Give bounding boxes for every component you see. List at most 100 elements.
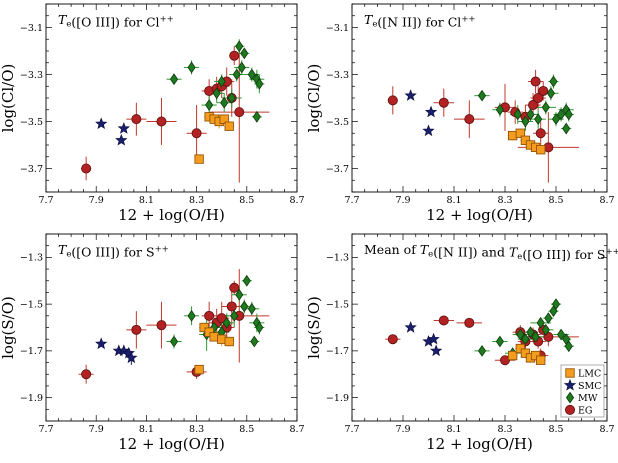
x-tick-label: 8.3	[189, 424, 204, 435]
x-tick-label: 8.5	[239, 195, 254, 206]
x-tick-label: 8.3	[189, 195, 204, 206]
data-point-eg	[204, 310, 215, 321]
data-point-mw	[557, 108, 566, 121]
x-axis-label: 12 + log(O/H)	[426, 435, 533, 453]
data-point-mw	[562, 122, 571, 135]
data-point-mw	[495, 103, 504, 116]
y-tick-label: −1.3	[20, 253, 43, 264]
data-point-lmc	[507, 350, 518, 361]
chart-panel-2: 7.7 7.9 8.1 8.3 8.5 8.7 −3.7 −3.5 −3.3 −3.1 12 + l…	[305, 3, 615, 224]
y-tick-label: −1.9	[326, 393, 349, 404]
data-point-eg	[499, 355, 510, 366]
data-point-mw	[187, 309, 196, 322]
data-point-mw	[557, 328, 566, 341]
y-tick-label: −3.1	[20, 23, 43, 34]
data-point-mw	[526, 326, 535, 339]
data-point-eg	[226, 301, 237, 312]
x-tick-label: 7.7	[344, 424, 359, 435]
data-point-mw	[240, 47, 249, 60]
data-point-mw	[513, 108, 522, 121]
data-point-eg	[131, 324, 142, 335]
data-point-mw	[477, 89, 487, 102]
x-tick-label: 7.9	[89, 424, 104, 435]
data-point-mw	[220, 96, 229, 109]
legend-label-mw: MW	[578, 393, 598, 404]
y-tick-label: −3.7	[326, 164, 349, 175]
data-point-mw	[235, 40, 244, 53]
data-point-mw	[526, 108, 535, 121]
x-tick-label: 8.7	[289, 195, 304, 206]
y-tick-label: −1.5	[326, 299, 349, 310]
x-tick-label: 8.3	[497, 424, 512, 435]
y-tick-label: −1.7	[326, 346, 349, 357]
data-point-mw	[255, 321, 264, 334]
data-point-lmc	[515, 128, 525, 138]
data-point-mw	[217, 75, 226, 88]
x-tick-label: 8.3	[497, 195, 512, 206]
x-tick-label: 8.1	[446, 424, 461, 435]
x-tick-label: 8.5	[239, 424, 254, 435]
data-point-smc	[430, 344, 443, 357]
data-point-eg	[464, 114, 475, 125]
data-point-mw	[531, 330, 540, 343]
data-point-mw	[205, 99, 214, 111]
data-point-mw	[247, 302, 256, 315]
data-point-eg	[229, 50, 240, 61]
x-tick-label: 8.1	[139, 195, 154, 206]
data-point-smc	[95, 337, 108, 350]
data-point-smc	[404, 321, 417, 333]
data-point-eg	[530, 76, 541, 87]
x-tick-label: 7.7	[38, 195, 53, 206]
data-point-mw	[564, 340, 573, 353]
data-point-mw	[235, 288, 244, 301]
y-axis-label: log(S/O)	[0, 296, 17, 359]
data-point-mw	[551, 113, 561, 126]
data-point-lmc	[536, 145, 546, 155]
data-point-eg	[438, 97, 449, 108]
data-point-eg	[528, 100, 539, 111]
data-point-lmc	[224, 336, 234, 347]
x-axis-label: 12 + log(O/H)	[118, 206, 225, 224]
data-point-eg	[387, 95, 398, 106]
data-point-mw	[541, 323, 550, 336]
data-point-smc	[117, 122, 130, 134]
data-point-mw	[521, 115, 530, 128]
data-point-mw	[252, 110, 261, 123]
legend-marker-eg	[565, 404, 576, 415]
x-tick-label: 7.7	[344, 195, 359, 206]
y-tick-label: −3.3	[326, 70, 349, 81]
data-point-smc	[115, 133, 128, 146]
y-tick-label: −3.5	[326, 117, 349, 128]
data-point-eg	[234, 107, 245, 118]
data-point-mw	[564, 108, 573, 121]
data-point-eg	[533, 93, 544, 104]
x-tick-label: 8.5	[548, 195, 563, 206]
y-axis-label: log(Cl/O)	[305, 64, 323, 133]
data-point-mw	[516, 328, 525, 341]
data-point-smc	[125, 351, 138, 364]
data-point-lmc	[224, 121, 234, 131]
chart-panel-3: 7.7 7.9 8.1 8.3 8.5 8.7 −1.9 −1.7 −1.5 −1.3 12 + l…	[0, 233, 305, 453]
data-point-mw	[230, 309, 239, 322]
data-point-mw	[536, 316, 545, 329]
data-point-eg	[229, 282, 240, 293]
data-point-mw	[222, 316, 231, 329]
data-point-mw	[549, 75, 558, 88]
y-tick-label: −3.3	[20, 70, 43, 81]
y-tick-label: −3.1	[326, 23, 349, 34]
x-axis-label: 12 + log(O/H)	[118, 435, 225, 453]
y-axis-label: log(S/O)	[305, 296, 323, 359]
data-point-mw	[477, 344, 487, 357]
data-point-eg	[438, 315, 449, 326]
data-point-lmc	[515, 343, 525, 354]
data-point-mw	[255, 77, 264, 90]
y-tick-label: −1.3	[326, 253, 349, 264]
chart-panel-1: 7.7 7.9 8.1 8.3 8.5 8.7 −3.7 −3.5 −3.3 −3.1 12 + l…	[0, 3, 305, 224]
data-point-lmc	[520, 135, 531, 145]
data-point-eg	[538, 85, 549, 96]
data-point-mw	[521, 333, 530, 346]
data-point-mw	[169, 73, 179, 86]
data-point-lmc	[199, 322, 209, 333]
data-point-lmc	[520, 348, 531, 358]
